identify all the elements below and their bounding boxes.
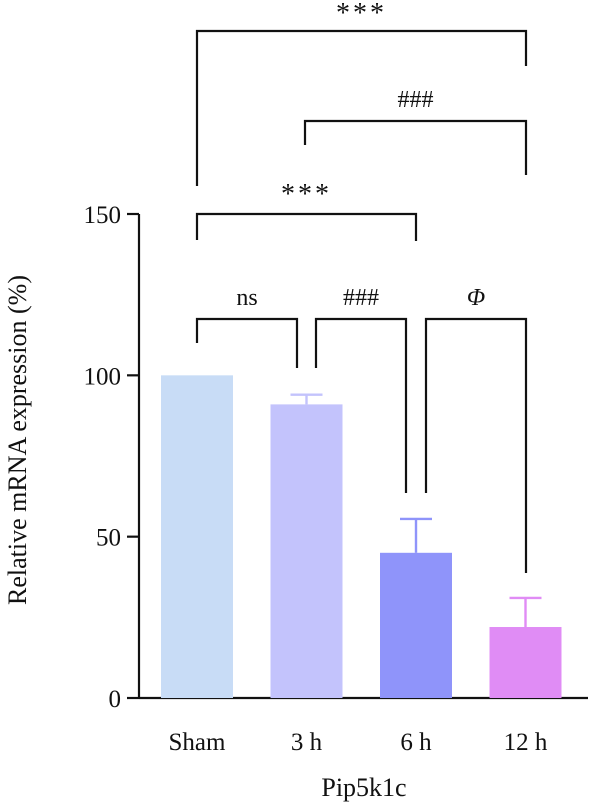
y-axis-title: Relative mRNA expression (%) xyxy=(3,275,32,605)
significance-label-6-h-12-h: Φ xyxy=(467,285,485,311)
bar-3-h xyxy=(270,404,343,698)
y-ticks: 0 50 100 150 xyxy=(84,202,139,713)
bracket-3-h-12-h xyxy=(303,119,528,175)
bracket-sham-6-h xyxy=(195,212,418,241)
y-tick-label-150: 150 xyxy=(84,202,122,229)
error-bars xyxy=(290,393,542,628)
x-tick-label-3-h: 3 h xyxy=(291,729,323,756)
significance-label-3-h-12-h: ### xyxy=(398,87,434,113)
bar-12-h xyxy=(489,627,562,698)
significance-label-sham-6-h: *** xyxy=(281,179,332,210)
y-tick-label-50: 50 xyxy=(96,525,121,552)
bracket-6-h-12-h xyxy=(424,317,528,573)
bar-sham xyxy=(161,375,233,698)
bar-6-h xyxy=(380,552,452,698)
bracket-3-h-6-h xyxy=(314,317,408,493)
significance-brackets: ns ### Φ *** ### *** xyxy=(195,0,528,573)
x-tick-label-sham: Sham xyxy=(169,729,227,756)
bracket-sham-12-h xyxy=(195,29,528,186)
bracket-sham-3-h xyxy=(195,317,299,368)
x-axis-title: Pip5k1c xyxy=(321,773,406,802)
x-tick-label-6-h: 6 h xyxy=(400,729,432,756)
significance-label-3-h-6-h: ### xyxy=(343,285,379,311)
y-tick-label-0: 0 xyxy=(109,686,122,713)
significance-label-sham-3-h: ns xyxy=(236,285,257,311)
y-tick-label-100: 100 xyxy=(84,363,122,390)
x-tick-labels: Sham 3 h 6 h 12 h xyxy=(169,729,548,756)
significance-label-sham-12-h: *** xyxy=(336,0,387,29)
bars xyxy=(161,375,562,698)
x-tick-label-12-h: 12 h xyxy=(504,729,548,756)
